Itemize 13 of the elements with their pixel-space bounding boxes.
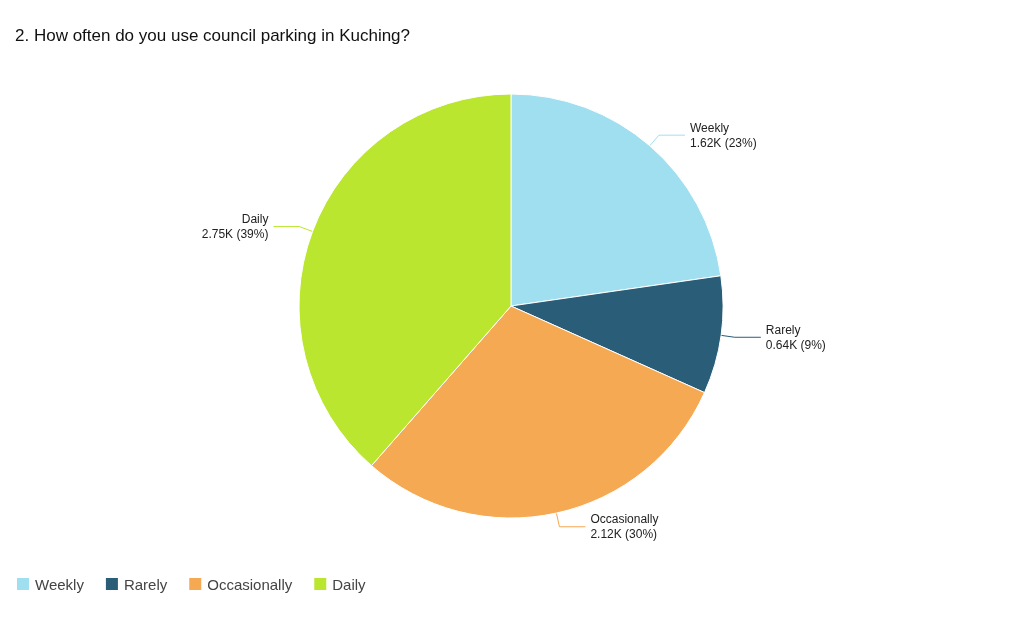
legend-label: Daily (332, 575, 367, 593)
slice-label: Rarely (765, 322, 801, 337)
legend-label: Occasionally (207, 575, 293, 593)
data-label: 2.12K (30%) (590, 527, 658, 542)
legend-label: Weekly (35, 575, 85, 593)
slice-label: Daily (241, 212, 269, 227)
data-label: 2.75K (39%) (201, 227, 269, 242)
legend-label: Rarely (123, 575, 168, 593)
chart-title: 2. How often do you use council parking in Kuching? (15, 26, 411, 45)
slice-label: Occasionally (590, 512, 659, 527)
data-label: 1.62K (23%) (689, 135, 757, 150)
data-label: 0.64K (9%) (765, 337, 826, 352)
slice-label: Weekly (689, 120, 730, 135)
